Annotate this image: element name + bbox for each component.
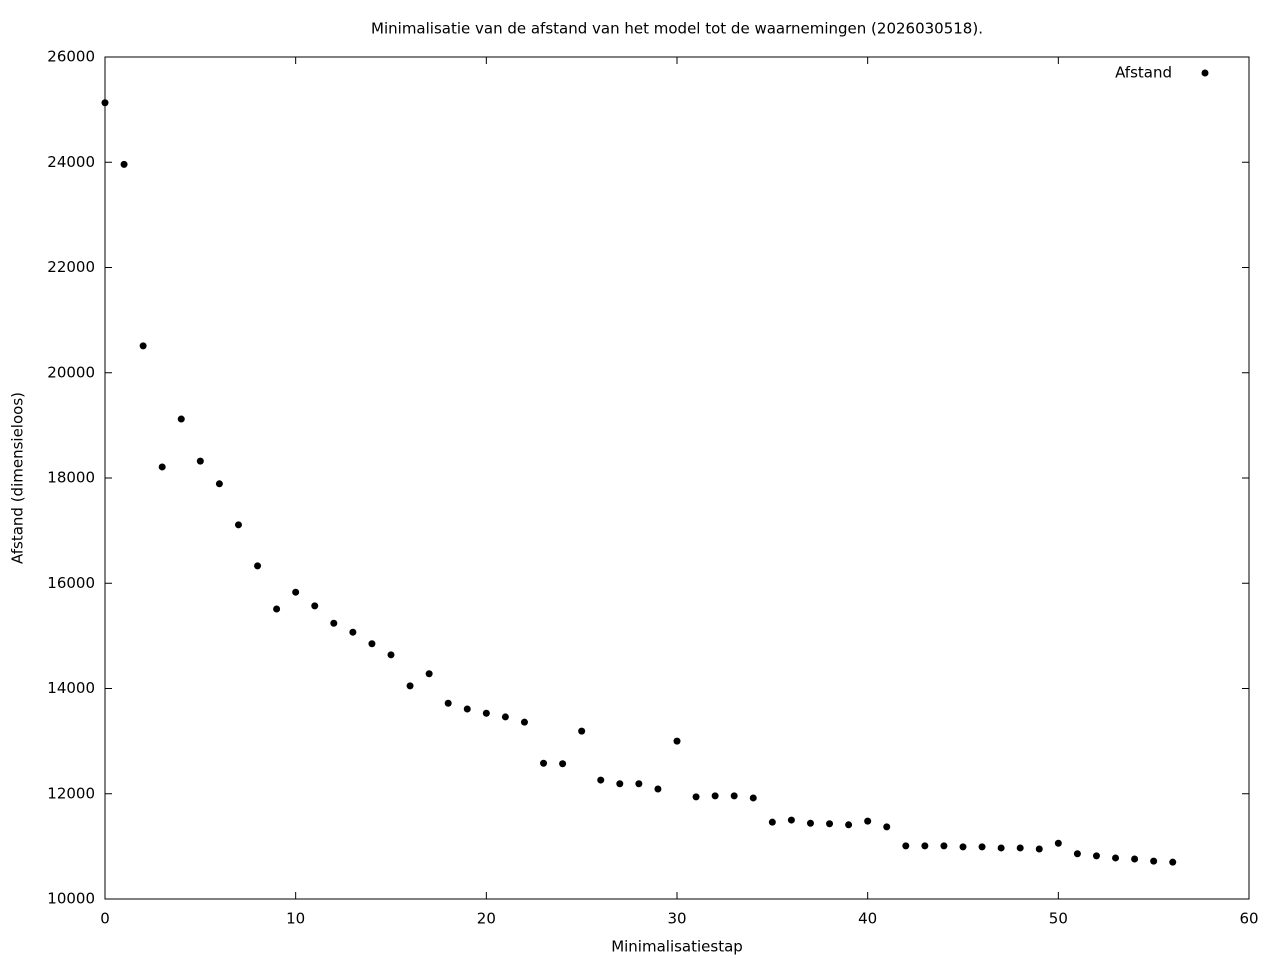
- y-tick-label: 16000: [47, 574, 95, 592]
- data-point: [845, 821, 853, 829]
- legend-label: Afstand: [1115, 64, 1172, 82]
- data-point: [673, 737, 681, 745]
- data-point: [654, 785, 662, 793]
- y-tick-label: 22000: [47, 258, 95, 276]
- data-point: [463, 705, 471, 713]
- data-point: [330, 619, 338, 627]
- data-point: [482, 709, 490, 717]
- data-point: [1112, 854, 1120, 862]
- data-point: [997, 844, 1005, 852]
- data-point: [1131, 855, 1139, 863]
- data-point: [1169, 858, 1177, 866]
- data-point: [921, 842, 929, 850]
- data-point: [406, 682, 414, 690]
- y-tick-label: 10000: [47, 890, 95, 908]
- data-point: [273, 605, 281, 613]
- data-point: [444, 699, 452, 707]
- data-point: [749, 794, 757, 802]
- data-point: [978, 843, 986, 851]
- data-point: [120, 160, 128, 168]
- data-point: [215, 480, 223, 488]
- data-point: [883, 823, 891, 831]
- data-point: [787, 816, 795, 824]
- data-point: [692, 793, 700, 801]
- y-tick-label: 18000: [47, 469, 95, 487]
- data-point: [559, 760, 567, 768]
- x-tick-label: 60: [1239, 910, 1258, 928]
- data-point: [1092, 852, 1100, 860]
- y-tick-label: 26000: [47, 48, 95, 66]
- data-point: [578, 727, 586, 735]
- data-point: [730, 792, 738, 800]
- data-point: [368, 640, 376, 648]
- x-tick-label: 20: [477, 910, 496, 928]
- data-point: [520, 718, 528, 726]
- data-point: [158, 463, 166, 471]
- data-point: [311, 602, 319, 610]
- data-point: [1054, 839, 1062, 847]
- x-axis-label: Minimalisatiestap: [611, 938, 743, 956]
- x-tick-label: 50: [1049, 910, 1068, 928]
- data-point: [349, 628, 357, 636]
- data-point: [254, 562, 262, 570]
- y-tick-label: 12000: [47, 784, 95, 802]
- chart-title: Minimalisatie van de afstand van het mod…: [371, 20, 983, 38]
- y-tick-label: 24000: [47, 153, 95, 171]
- data-point: [1035, 845, 1043, 853]
- data-point: [768, 818, 776, 826]
- data-point: [234, 521, 242, 529]
- data-point: [940, 842, 948, 850]
- data-point: [806, 819, 814, 827]
- legend-marker: [1201, 69, 1209, 77]
- y-tick-label: 14000: [47, 679, 95, 697]
- data-point: [425, 670, 433, 678]
- data-point: [1073, 850, 1081, 858]
- x-tick-label: 40: [858, 910, 877, 928]
- data-point: [1150, 857, 1158, 865]
- data-point: [177, 415, 185, 423]
- data-point: [597, 776, 605, 784]
- data-point: [540, 759, 548, 767]
- data-point: [635, 780, 643, 788]
- y-tick-label: 20000: [47, 363, 95, 381]
- data-point: [864, 817, 872, 825]
- data-point: [387, 651, 395, 659]
- data-point: [902, 842, 910, 850]
- data-point: [711, 792, 719, 800]
- data-point: [1016, 844, 1024, 852]
- data-point: [292, 588, 300, 596]
- x-tick-label: 0: [100, 910, 110, 928]
- data-point: [616, 780, 624, 788]
- x-tick-label: 10: [286, 910, 305, 928]
- data-point: [139, 342, 147, 350]
- data-point: [826, 820, 834, 828]
- data-point: [501, 713, 509, 721]
- x-tick-label: 30: [667, 910, 686, 928]
- data-point: [959, 843, 967, 851]
- data-point: [196, 457, 204, 465]
- data-point: [101, 99, 109, 107]
- y-axis-label: Afstand (dimensieloos): [9, 392, 27, 564]
